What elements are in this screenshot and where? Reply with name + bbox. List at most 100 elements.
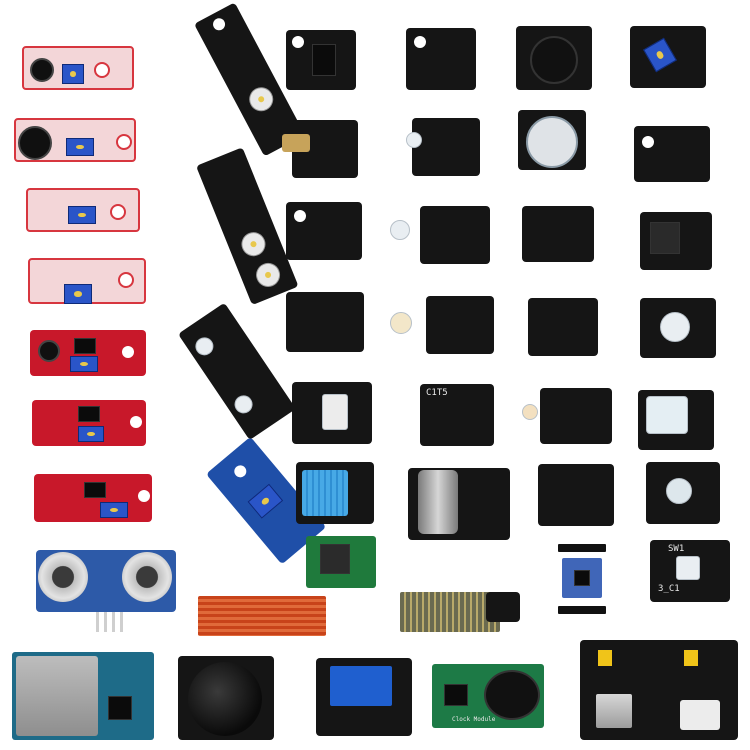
tilt-switch-module: [630, 26, 706, 88]
header-pin: [104, 612, 107, 632]
microphone: [30, 58, 54, 82]
mounting-hole: [231, 462, 249, 480]
module-r5-c3: [522, 388, 612, 444]
mounting-hole: [130, 416, 142, 428]
relay: [330, 666, 392, 706]
sensor-module-5: [30, 330, 146, 376]
ir-receiver: [231, 391, 257, 417]
rgb-led: [660, 312, 690, 342]
module-r5-c1: [292, 382, 372, 444]
switch: [676, 556, 700, 580]
joystick-module: [178, 656, 274, 740]
module-r4-c3: [528, 298, 598, 356]
ultrasonic-transducer-left: [38, 552, 88, 602]
module-r4-c1: [286, 292, 364, 352]
led: [390, 312, 412, 334]
dht11-sensor: [302, 470, 348, 516]
header-strip-bottom: [558, 606, 606, 614]
sensor-chip: [574, 570, 590, 586]
mounting-hole: [294, 210, 306, 222]
mounting-hole: [94, 62, 110, 78]
sound-sensor-module-1: [22, 46, 134, 90]
tilt-switch: [643, 37, 677, 73]
jumper-yellow-1: [598, 650, 612, 666]
usb-port: [596, 694, 632, 728]
ultrasonic-transducer-right: [122, 552, 172, 602]
ir-led: [191, 333, 217, 359]
mounting-hole: [292, 36, 304, 48]
mounting-hole: [110, 204, 126, 220]
dht11-module: [296, 462, 374, 524]
comparator-chip: [74, 338, 96, 354]
mounting-hole: [118, 272, 134, 288]
potentiometer: [62, 64, 84, 84]
obstacle-avoidance-module: [178, 302, 297, 441]
soil-moisture-probe: [400, 592, 500, 632]
potentiometer: [100, 502, 128, 518]
module-r3-c2: [390, 206, 490, 264]
relay-module: [316, 658, 412, 736]
laser-head: [282, 134, 310, 152]
potentiometer: [237, 228, 270, 260]
mounting-hole: [210, 16, 228, 33]
rotary-encoder-module: [408, 468, 510, 540]
sensor-module-6: [32, 400, 146, 446]
sensor-element: [38, 340, 60, 362]
sw-label: SW1: [668, 544, 685, 554]
probe-controller: [486, 592, 520, 622]
comparator-chip: [78, 406, 100, 422]
mounting-hole: [122, 346, 134, 358]
module-r1-c2: [406, 28, 476, 90]
photo-interrupter-module: [638, 390, 714, 450]
potentiometer: [247, 483, 284, 519]
dc-jack: [680, 700, 720, 730]
potentiometer: [66, 138, 94, 156]
sensor-module-4: [28, 258, 146, 304]
potentiometer: [64, 284, 92, 304]
module-r6-c4: [646, 462, 720, 524]
module-r3-c4: [640, 212, 712, 270]
module-r6-c3: [538, 464, 614, 526]
laser-module: [282, 120, 358, 178]
buzzer-module: [516, 26, 592, 90]
rtc-chip: [444, 684, 468, 706]
potentiometer: [78, 426, 104, 442]
rgb-led-module: [640, 298, 716, 358]
board-label: C1T5: [426, 388, 448, 398]
gy-sensor-module: [562, 558, 602, 598]
dc-dc-converter-module: [306, 536, 376, 588]
header-strip-top: [558, 544, 606, 552]
led: [390, 220, 410, 240]
interrupter: [646, 396, 688, 434]
reed-switch: [322, 394, 348, 430]
module-r2-c4: [634, 126, 710, 182]
buzzer: [530, 36, 578, 84]
clip-label: 3_C1: [658, 584, 680, 594]
sensor-module-3: [26, 188, 140, 232]
mounting-hole: [138, 490, 150, 502]
module-r4-c2: [390, 296, 494, 354]
header-pin: [120, 612, 123, 632]
led: [666, 478, 692, 504]
header-pin: [96, 612, 99, 632]
component: [650, 222, 680, 254]
passive-buzzer-module: [518, 110, 586, 170]
module-r1-c1: [286, 30, 356, 90]
rtc-label: Clock Module: [452, 716, 496, 723]
mounting-hole: [414, 36, 426, 48]
switch-module: SW1 3_C1: [650, 540, 730, 602]
potentiometer: [68, 206, 96, 224]
component: [312, 44, 336, 76]
jumper-yellow-2: [684, 650, 698, 666]
sd-card-slot: [16, 656, 98, 736]
joystick-knob: [188, 662, 262, 736]
water-level-sensor: [198, 596, 326, 636]
led: [406, 132, 422, 148]
header-pin: [112, 612, 115, 632]
sensor-module-7: [34, 474, 152, 522]
potentiometer: [70, 356, 98, 372]
module-r5-c2: C1T5: [420, 384, 494, 446]
microphone: [18, 126, 52, 160]
sd-card-module: [12, 652, 154, 740]
